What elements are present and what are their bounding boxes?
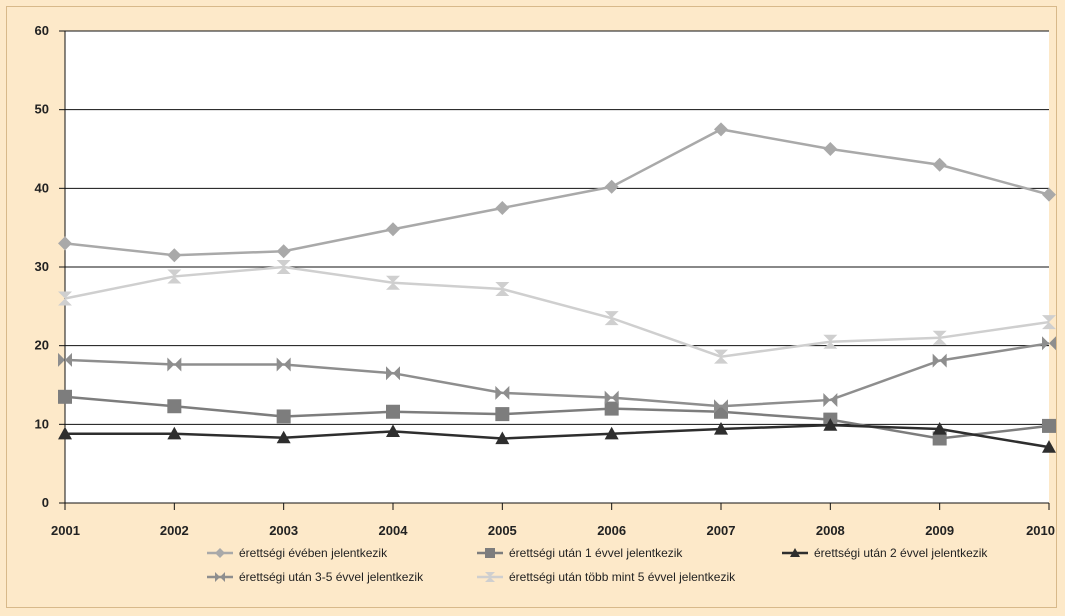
y-tick-label: 60 (35, 23, 49, 38)
data-point-s5 (58, 291, 72, 306)
data-point-s4 (386, 366, 400, 381)
legend-label: érettségi után 3-5 évvel jelentkezik (239, 570, 424, 584)
data-point-s4 (495, 385, 510, 400)
legend-item: érettségi után 2 évvel jelentkezik (782, 546, 988, 560)
legend-item: érettségi után több mint 5 évvel jelentk… (477, 570, 736, 584)
y-tick-label: 0 (42, 495, 49, 510)
data-point-s3 (386, 424, 400, 438)
data-point-s5 (932, 330, 947, 345)
x-tick-label: 2009 (925, 523, 954, 538)
data-point-s5 (276, 260, 291, 274)
data-point-s1 (604, 179, 619, 194)
legend-label: érettségi után több mint 5 évvel jelentk… (509, 570, 736, 584)
legend-marker (215, 572, 225, 582)
data-point-s5 (1042, 315, 1056, 330)
data-point-s2 (932, 431, 947, 446)
data-point-s4 (167, 357, 182, 372)
data-point-s5 (167, 269, 182, 284)
data-point-s1 (276, 244, 291, 259)
data-point-s1 (167, 248, 182, 263)
data-point-s1 (495, 201, 510, 215)
legend-marker (790, 548, 800, 557)
data-point-s1 (386, 222, 400, 237)
data-point-s2 (386, 404, 400, 419)
legend-label: érettségi után 1 évvel jelentkezik (509, 546, 683, 560)
data-point-s3 (58, 426, 72, 440)
data-point-s1 (714, 122, 728, 137)
data-point-s3 (495, 431, 510, 445)
x-tick-label: 2006 (597, 523, 626, 538)
y-tick-label: 30 (35, 259, 49, 274)
x-tick-label: 2007 (707, 523, 736, 538)
legend-item: érettségi után 3-5 évvel jelentkezik (207, 570, 424, 584)
data-point-s1 (823, 142, 838, 156)
series-line-4 (64, 342, 1050, 408)
x-tick-label: 2010 (1026, 523, 1055, 538)
data-point-s4 (714, 399, 728, 414)
x-tick-label: 2008 (816, 523, 845, 538)
y-tick-label: 40 (35, 180, 49, 195)
data-point-s3 (604, 426, 619, 440)
line-chart: 0 10 20 30 40 50 60 2001 2002 2003 2004 2005 2006 200… (35, 23, 1056, 584)
data-point-s2 (495, 407, 510, 422)
x-tick-label: 2002 (160, 523, 189, 538)
data-point-s3 (932, 422, 947, 435)
data-point-s5 (604, 311, 619, 326)
data-point-s4 (604, 390, 619, 405)
data-point-s2 (167, 399, 182, 414)
series-line-1 (64, 128, 1050, 257)
data-point-s3 (714, 422, 728, 435)
x-tick-label: 2003 (269, 523, 298, 538)
data-point-s4 (1042, 336, 1056, 351)
data-point-s4 (823, 392, 838, 407)
data-point-s1 (58, 236, 72, 251)
data-point-s3 (1042, 440, 1056, 453)
legend-item: érettségi után 1 évvel jelentkezik (477, 546, 683, 560)
data-point-s4 (932, 353, 947, 368)
data-point-s5 (823, 334, 838, 349)
legend-marker (485, 548, 495, 558)
data-point-s1 (1042, 187, 1056, 202)
data-point-s4 (276, 357, 291, 372)
data-point-s5 (386, 275, 400, 290)
x-tick-label: 2004 (379, 523, 409, 538)
series-line-3 (65, 423, 1050, 449)
y-tick-label: 20 (35, 338, 49, 353)
legend-marker (215, 548, 225, 558)
data-point-s1 (932, 157, 947, 172)
legend-label: érettségi évében jelentkezik (239, 546, 388, 560)
data-point-s5 (495, 282, 510, 297)
data-point-s2 (276, 409, 291, 424)
data-point-s2 (1042, 418, 1056, 433)
legend-marker (485, 572, 495, 582)
data-point-s2 (58, 389, 72, 404)
series-line-2 (64, 395, 1050, 440)
data-point-s4 (58, 352, 72, 367)
data-point-s3 (167, 426, 182, 440)
data-point-s5 (714, 349, 728, 364)
y-tick-label: 10 (35, 416, 49, 431)
x-tick-label: 2001 (51, 523, 80, 538)
data-point-s2 (604, 401, 619, 416)
y-tick-label: 50 (35, 102, 49, 117)
data-point-s3 (823, 418, 838, 431)
chart-frame: 0 10 20 30 40 50 60 2001 2002 2003 2004 2005 2006 200… (6, 6, 1057, 608)
x-tick-label: 2005 (488, 523, 517, 538)
data-point-s3 (276, 430, 291, 444)
legend-label: érettségi után 2 évvel jelentkezik (814, 546, 988, 560)
series-line-5 (64, 265, 1050, 358)
legend-item: érettségi évében jelentkezik (207, 546, 388, 560)
